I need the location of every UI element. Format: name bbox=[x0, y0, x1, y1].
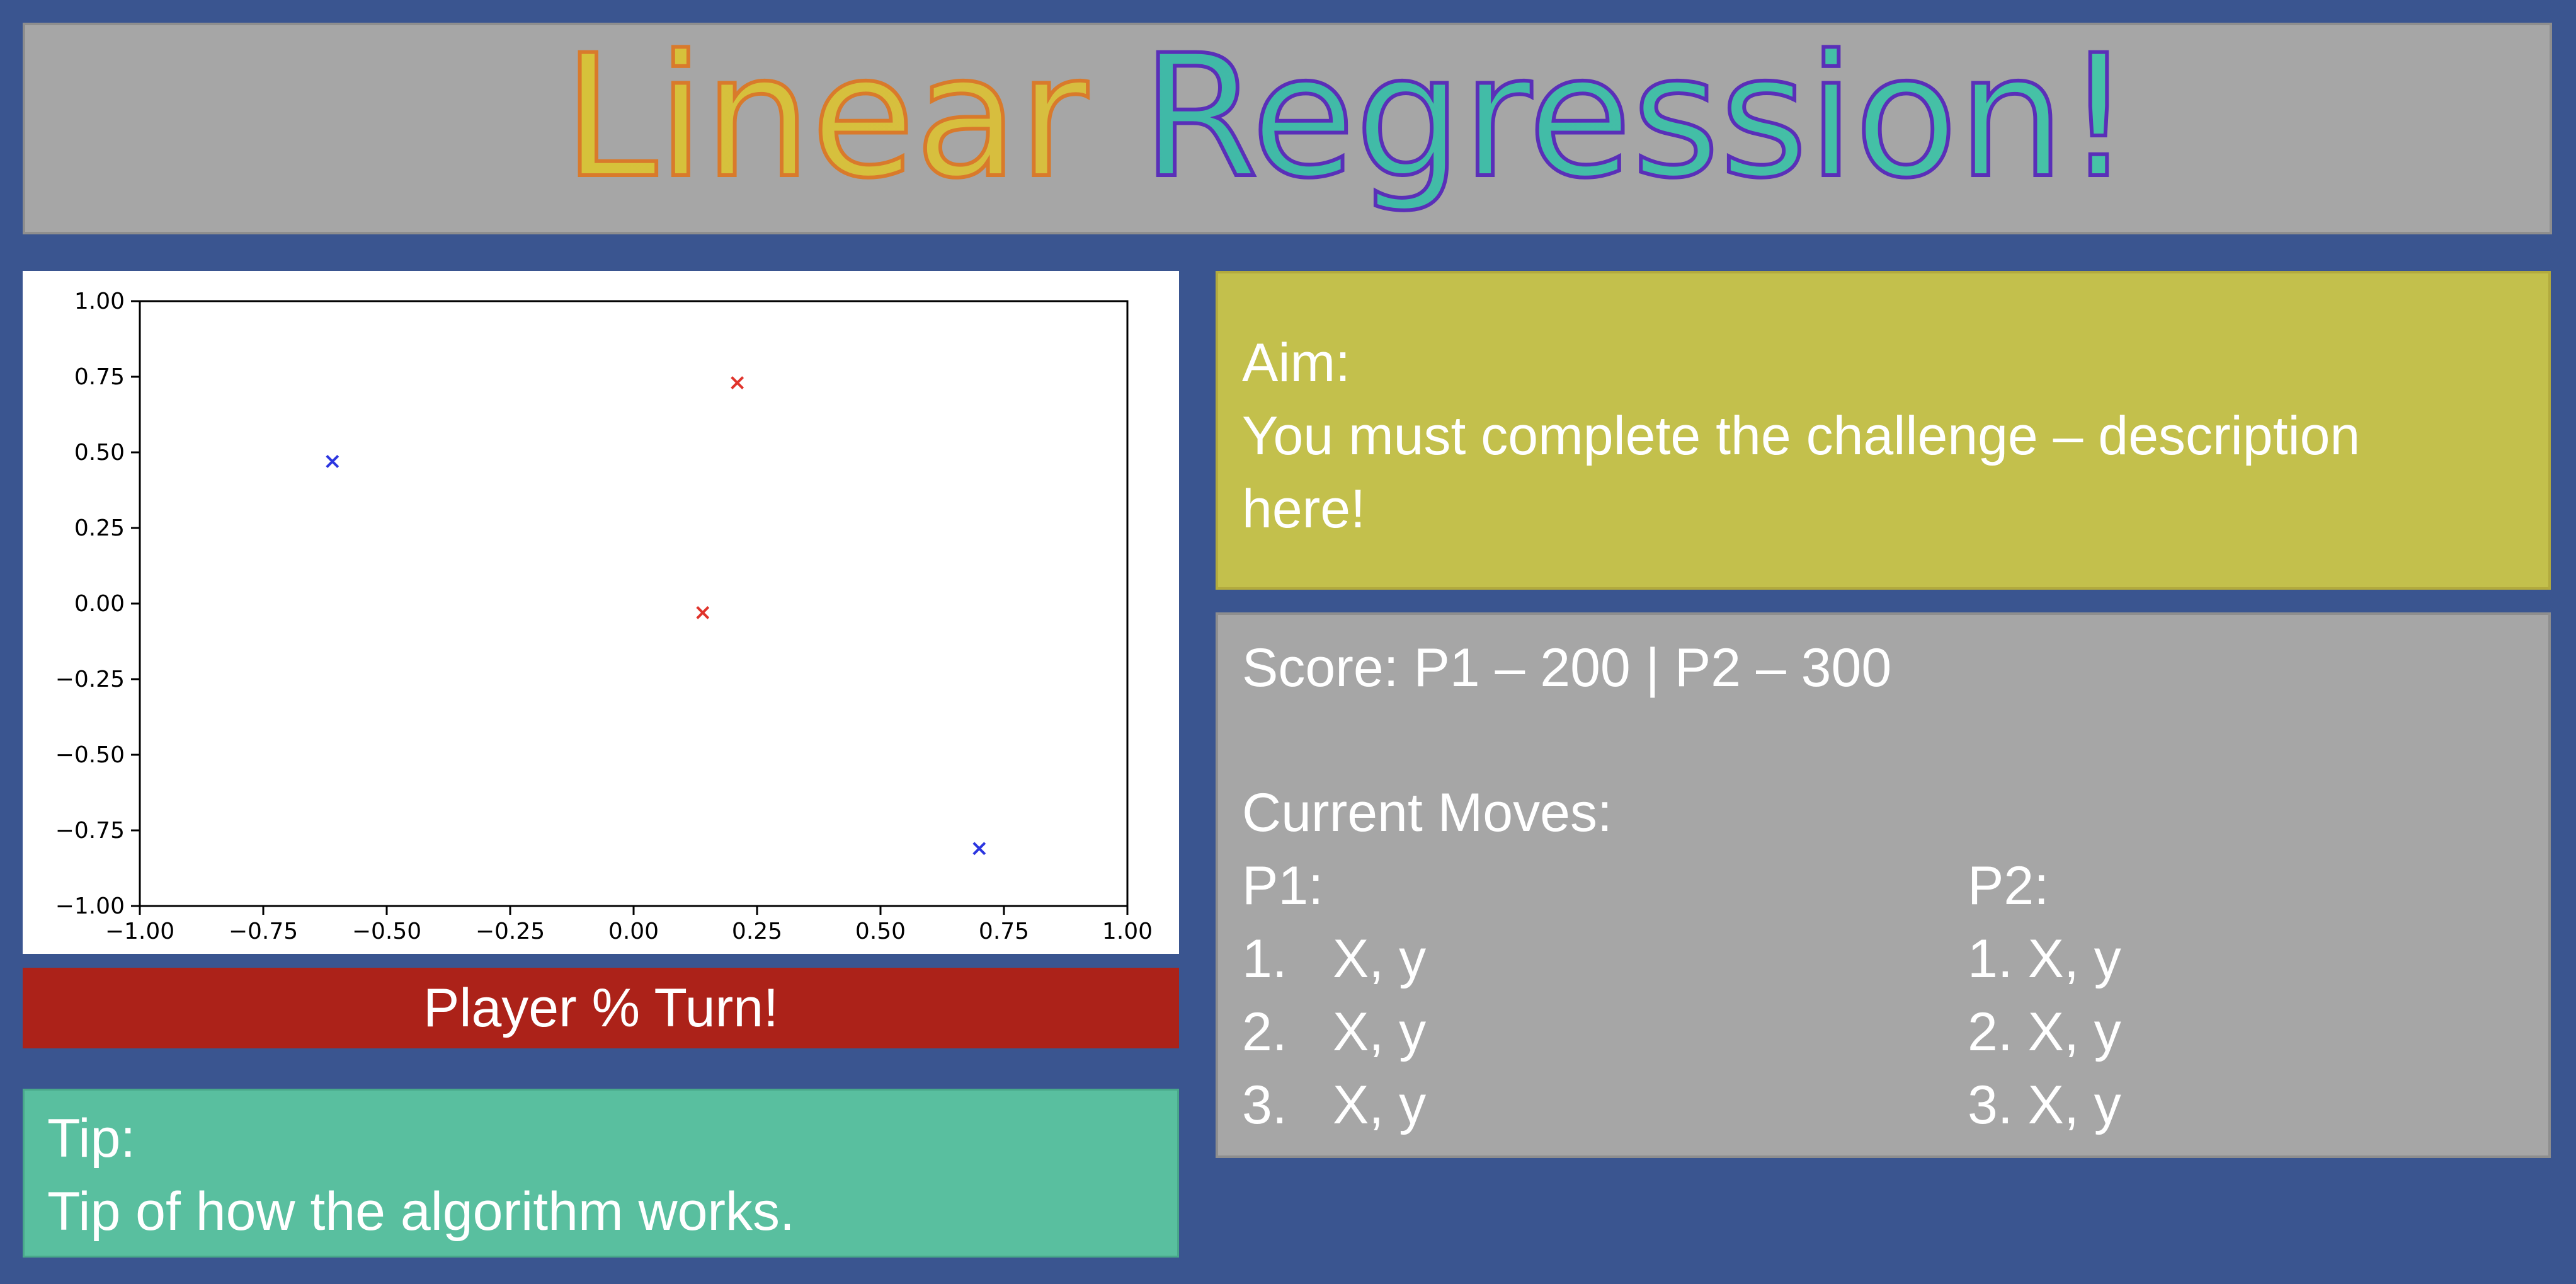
title-word-linear: Linear bbox=[563, 25, 1090, 215]
tip-panel: Tip: Tip of how the algorithm works. bbox=[23, 1089, 1179, 1258]
x-axis: −1.00 −0.75 −0.50 −0.25 0.00 0.25 0.50 0.75 1.00 bbox=[105, 906, 1153, 944]
aim-description-line-1: You must complete the challenge – descri… bbox=[1242, 406, 2361, 466]
aim-description-line-2: here! bbox=[1242, 479, 1366, 539]
move-number: 2. bbox=[1242, 1002, 1287, 1062]
x-tick-label: 0.25 bbox=[732, 919, 782, 944]
move-number: 2. bbox=[1968, 1002, 2013, 1062]
x-tick-label: 1.00 bbox=[1102, 919, 1153, 944]
move-number: 3. bbox=[1242, 1075, 1287, 1135]
move-number: 1. bbox=[1968, 929, 2013, 989]
p1-label: P1: bbox=[1242, 856, 1324, 916]
move-value: X, y bbox=[2027, 1075, 2121, 1135]
y-tick-label: −1.00 bbox=[55, 893, 125, 919]
title-bar: Linear Regression! bbox=[23, 23, 2552, 234]
x-tick-label: 0.00 bbox=[608, 919, 659, 944]
plot-area bbox=[139, 300, 1129, 907]
aim-heading: Aim: bbox=[1242, 333, 1350, 393]
move-value: X, y bbox=[2027, 929, 2121, 989]
move-number: 3. bbox=[1968, 1075, 2013, 1135]
y-tick-label: 1.00 bbox=[74, 289, 125, 314]
x-tick-label: −0.25 bbox=[476, 919, 545, 944]
data-point-marker bbox=[326, 454, 339, 468]
tip-heading: Tip: bbox=[47, 1108, 136, 1169]
x-tick-label: 0.75 bbox=[979, 919, 1029, 944]
x-tick-label: −0.75 bbox=[229, 919, 298, 944]
move-value: X, y bbox=[1333, 1002, 1427, 1062]
x-tick-label: −1.00 bbox=[105, 919, 174, 944]
title-word-regression: Regression! bbox=[1141, 25, 2132, 215]
data-point-marker bbox=[731, 376, 744, 390]
p2-move: 1. X, y bbox=[1968, 922, 2121, 995]
move-value: X, y bbox=[1333, 929, 1427, 989]
p1-move: 1. X, y bbox=[1242, 922, 1426, 995]
score-panel: Score: P1 – 200 | P2 – 300 Current Moves… bbox=[1216, 612, 2551, 1158]
y-tick-label: 0.75 bbox=[74, 364, 125, 390]
x-tick-label: −0.50 bbox=[352, 919, 421, 944]
data-point-marker bbox=[972, 842, 986, 856]
y-tick-label: 0.00 bbox=[74, 591, 125, 617]
p1-move: 3. X, y bbox=[1242, 1069, 1426, 1142]
y-tick-label: −0.50 bbox=[55, 742, 125, 768]
y-tick-label: −0.25 bbox=[55, 667, 125, 692]
p1-move: 2. X, y bbox=[1242, 995, 1426, 1069]
scatter-plot-panel: −1.00 −0.75 −0.50 −0.25 0.00 0.25 0.50 0.75 1.00… bbox=[23, 271, 1179, 954]
p2-label: P2: bbox=[1968, 856, 2049, 916]
tip-text: Tip of how the algorithm works. bbox=[47, 1181, 795, 1242]
p2-move: 3. X, y bbox=[1968, 1069, 2121, 1142]
game-title: Linear Regression! bbox=[561, 25, 2134, 217]
y-tick-label: 0.50 bbox=[74, 440, 125, 466]
scatter-points bbox=[326, 376, 986, 856]
y-tick-label: 0.25 bbox=[74, 515, 125, 541]
move-number: 1. bbox=[1242, 929, 1287, 989]
y-tick-label: −0.75 bbox=[55, 818, 125, 844]
aim-panel: Aim: You must complete the challenge – d… bbox=[1216, 271, 2551, 590]
move-value: X, y bbox=[1333, 1075, 1427, 1135]
y-axis: 1.00 0.75 0.50 0.25 0.00 −0.25 −0.50 −0.75 −1.00 bbox=[55, 289, 140, 919]
svg-text:Linear Regressio: Linear Regression! bbox=[563, 25, 2132, 215]
scatter-plot: −1.00 −0.75 −0.50 −0.25 0.00 0.25 0.50 0.75 1.00… bbox=[55, 289, 1153, 944]
score-text: Score: P1 – 200 | P2 – 300 bbox=[1242, 638, 1892, 698]
data-point-marker bbox=[696, 605, 710, 619]
move-value: X, y bbox=[2027, 1002, 2121, 1062]
p2-move: 2. X, y bbox=[1968, 995, 2121, 1069]
moves-heading: Current Moves: bbox=[1242, 782, 1612, 843]
x-tick-label: 0.50 bbox=[855, 919, 906, 944]
turn-banner: Player % Turn! bbox=[23, 968, 1179, 1048]
turn-banner-label: Player % Turn! bbox=[423, 977, 778, 1038]
